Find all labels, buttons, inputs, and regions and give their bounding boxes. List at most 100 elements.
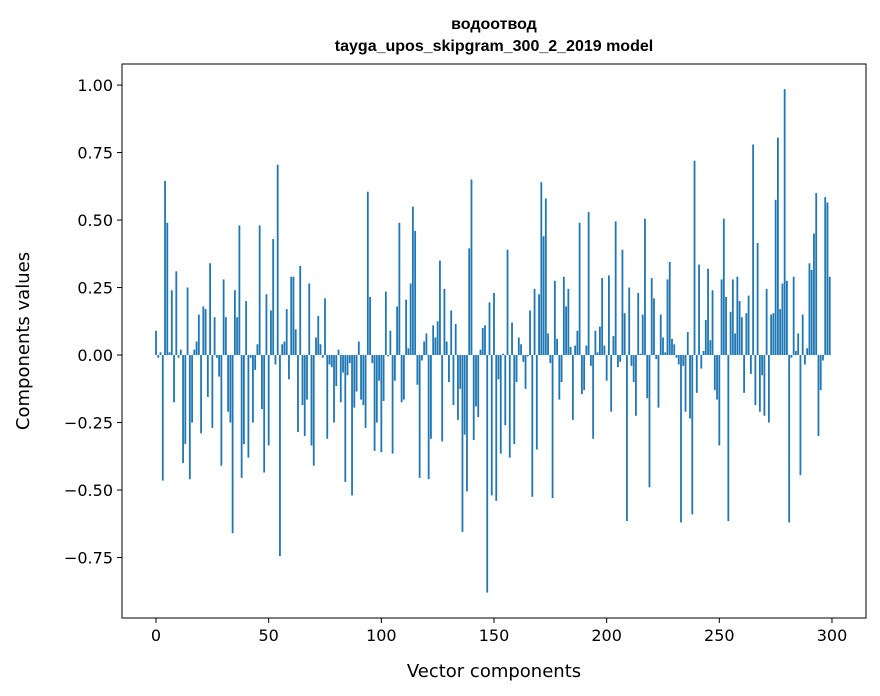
bar-component-219 — [648, 355, 651, 488]
bar-component-274 — [772, 313, 775, 356]
bar-component-225 — [662, 337, 664, 356]
bar-component-228 — [668, 261, 671, 356]
bar-component-33 — [229, 355, 232, 423]
bar-component-181 — [562, 276, 565, 356]
bar-component-44 — [254, 355, 257, 370]
bar-component-193 — [589, 355, 592, 366]
bar-component-185 — [571, 355, 574, 420]
bar-component-135 — [459, 355, 462, 389]
x-axis-label: Vector components — [407, 661, 581, 682]
bar-component-37 — [238, 225, 241, 356]
bar-component-194 — [592, 355, 595, 439]
bar-component-32 — [227, 355, 230, 412]
bar-component-220 — [650, 278, 653, 356]
bar-component-133 — [454, 323, 457, 356]
bar-component-167 — [531, 355, 534, 497]
bar-component-102 — [384, 291, 387, 356]
bar-component-151 — [495, 355, 498, 501]
bar-component-229 — [671, 338, 673, 356]
bar-component-207 — [621, 249, 624, 356]
bar-component-28 — [218, 355, 221, 377]
bar-component-210 — [628, 287, 631, 356]
bar-component-214 — [637, 292, 640, 356]
bar-component-104 — [389, 330, 392, 356]
bar-component-29 — [220, 355, 223, 466]
bar-component-272 — [767, 355, 770, 423]
bar-component-63 — [297, 355, 299, 432]
bar-component-15 — [188, 355, 191, 480]
bar-component-264 — [749, 355, 752, 374]
bar-component-177 — [553, 280, 556, 356]
bar-component-41 — [247, 355, 250, 458]
bar-component-175 — [549, 355, 552, 364]
bar-component-173 — [544, 198, 547, 356]
bar-component-90 — [357, 341, 360, 356]
bar-component-7 — [170, 290, 173, 356]
bar-component-93 — [364, 355, 367, 428]
x-tick-label: 250 — [704, 626, 735, 645]
bar-component-187 — [576, 330, 579, 356]
bar-component-58 — [285, 309, 288, 356]
bar-component-91 — [360, 355, 362, 400]
bar-component-75 — [324, 298, 326, 356]
x-tick-label: 200 — [591, 626, 622, 645]
y-tick-label: 1.00 — [77, 76, 113, 95]
bar-component-192 — [587, 211, 590, 356]
bar-component-280 — [786, 280, 788, 356]
bar-component-111 — [405, 299, 408, 356]
bar-component-61 — [292, 276, 295, 356]
bar-component-232 — [677, 355, 680, 365]
bar-component-99 — [378, 355, 380, 381]
bar-component-45 — [256, 344, 259, 356]
bar-component-21 — [202, 306, 205, 356]
bar-component-156 — [506, 249, 509, 356]
bar-component-109 — [400, 355, 403, 403]
y-tick-label: −0.25 — [64, 414, 113, 433]
bar-component-170 — [538, 294, 540, 356]
bar-component-101 — [382, 355, 385, 401]
bar-component-154 — [502, 353, 504, 356]
bar-component-81 — [337, 349, 340, 356]
bar-component-117 — [418, 355, 421, 478]
bar-component-199 — [603, 345, 606, 356]
bar-component-125 — [436, 321, 439, 356]
bar-component-233 — [680, 355, 682, 523]
bar-component-24 — [209, 263, 212, 356]
bar-component-165 — [526, 355, 529, 357]
bar-component-238 — [691, 355, 694, 515]
bar-component-71 — [315, 337, 317, 356]
bar-component-143 — [477, 355, 480, 418]
bar-component-25 — [211, 355, 214, 428]
bar-component-246 — [709, 340, 712, 356]
bar-component-202 — [610, 355, 613, 412]
bar-component-14 — [186, 287, 189, 356]
bar-component-4 — [164, 180, 166, 356]
bar-component-291 — [810, 269, 813, 356]
bar-component-17 — [193, 349, 196, 356]
bar-component-290 — [808, 263, 811, 356]
bar-component-235 — [684, 355, 687, 412]
bar-component-161 — [517, 337, 520, 356]
bar-component-42 — [249, 355, 252, 358]
bar-component-188 — [578, 222, 581, 356]
bar-component-130 — [448, 355, 450, 383]
bar-component-172 — [542, 236, 545, 356]
bar-component-142 — [475, 355, 477, 407]
bar-component-16 — [191, 355, 193, 423]
bar-component-260 — [740, 317, 743, 356]
bar-component-183 — [567, 288, 570, 356]
bar-component-147 — [486, 355, 489, 593]
bar-component-295 — [819, 355, 822, 391]
bar-component-96 — [371, 355, 374, 364]
bar-component-254 — [727, 355, 730, 522]
bar-component-11 — [179, 349, 182, 356]
bar-component-153 — [499, 355, 502, 454]
bar-component-124 — [434, 337, 437, 356]
bar-component-206 — [619, 355, 622, 362]
bar-component-74 — [321, 355, 324, 358]
y-axis-ticks: −0.75 −0.50 −0.25 0.00 0.25 0.50 0.75 1.00 — [64, 76, 122, 568]
bar-component-249 — [716, 355, 718, 400]
bar-component-294 — [817, 355, 820, 437]
x-axis-ticks: 0 50 100 150 200 250 300 — [151, 618, 847, 645]
bar-component-54 — [276, 164, 279, 356]
